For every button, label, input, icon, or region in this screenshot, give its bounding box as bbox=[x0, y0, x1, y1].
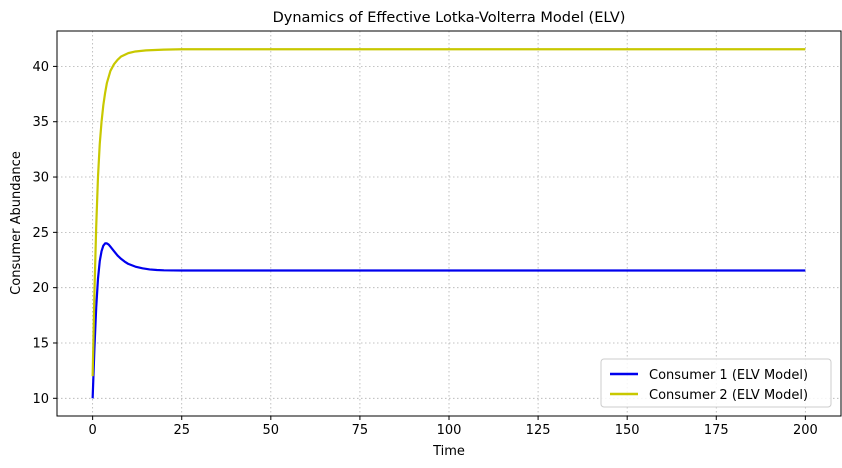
series-layer bbox=[91, 48, 806, 399]
x-tick-label: 0 bbox=[88, 423, 96, 438]
series-line-consumer-2 bbox=[91, 48, 806, 377]
x-tick-label: 100 bbox=[437, 423, 462, 438]
legend-label-consumer-1: Consumer 1 (ELV Model) bbox=[649, 368, 808, 383]
y-tick-label: 35 bbox=[32, 115, 49, 130]
x-tick-label: 75 bbox=[352, 423, 369, 438]
x-tick-label: 150 bbox=[615, 423, 640, 438]
series-line-consumer-1 bbox=[91, 242, 806, 399]
y-tick-label: 25 bbox=[32, 226, 49, 241]
x-axis-label: Time bbox=[432, 444, 465, 459]
x-tick-label: 25 bbox=[173, 423, 190, 438]
x-tick-label: 50 bbox=[263, 423, 280, 438]
y-axis-label: Consumer Abundance bbox=[9, 151, 24, 295]
x-tick-label: 175 bbox=[704, 423, 729, 438]
y-tick-label: 15 bbox=[32, 336, 49, 351]
y-tick-label: 20 bbox=[32, 281, 49, 296]
y-tick-label: 10 bbox=[32, 392, 49, 407]
x-tick-label: 125 bbox=[526, 423, 551, 438]
legend-label-consumer-2: Consumer 2 (ELV Model) bbox=[649, 388, 808, 403]
y-axis-ticks: 10 15 20 25 30 35 40 bbox=[32, 60, 57, 407]
x-tick-label: 200 bbox=[793, 423, 818, 438]
legend: Consumer 1 (ELV Model) Consumer 2 (ELV M… bbox=[600, 358, 832, 408]
chart-title: Dynamics of Effective Lotka-Volterra Mod… bbox=[273, 10, 626, 26]
x-axis-ticks: 0 25 50 75 100 125 150 175 200 bbox=[88, 416, 818, 438]
y-tick-label: 30 bbox=[32, 171, 49, 186]
legend-box bbox=[600, 358, 832, 408]
y-tick-label: 40 bbox=[32, 60, 49, 75]
